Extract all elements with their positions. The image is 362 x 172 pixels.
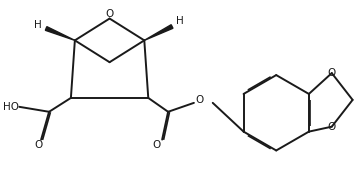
Text: HO: HO <box>3 102 20 112</box>
Text: O: O <box>196 95 204 105</box>
Text: O: O <box>328 68 336 78</box>
Text: O: O <box>152 139 160 149</box>
Text: H: H <box>176 15 184 25</box>
Text: H: H <box>34 19 42 30</box>
Text: O: O <box>328 122 336 132</box>
Polygon shape <box>45 27 75 40</box>
Text: O: O <box>105 9 114 19</box>
Text: O: O <box>34 139 42 149</box>
Polygon shape <box>144 25 173 40</box>
